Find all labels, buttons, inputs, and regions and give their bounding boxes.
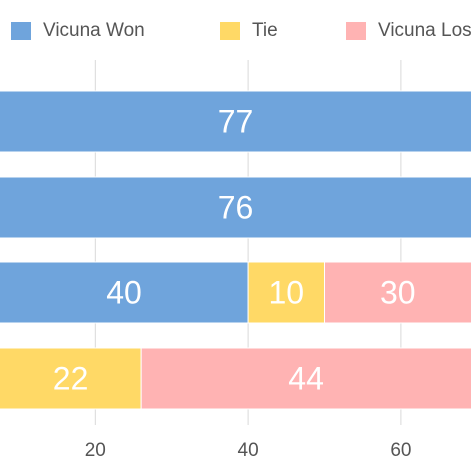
- x-axis-ticks: 20 40 60: [85, 440, 412, 461]
- bar-segment: [0, 261, 249, 324]
- bar-segment: [140, 347, 471, 410]
- bar-value-label: 76: [218, 190, 254, 226]
- bar-value-label: 77: [218, 104, 254, 140]
- bar-segment: [324, 261, 471, 324]
- bar-value-label: 40: [106, 275, 142, 311]
- legend-item-vicuna-won: Vicuna Won: [11, 19, 145, 43]
- bar-segment: [0, 176, 471, 239]
- legend-swatch-tie: [220, 22, 240, 40]
- legend-item-vicuna-lost: Vicuna Lost: [346, 19, 471, 43]
- x-tick-label: 60: [390, 440, 411, 461]
- x-tick-label: 20: [85, 440, 106, 461]
- bar-value-label: 22: [53, 361, 89, 397]
- bar-segment: [247, 261, 326, 324]
- legend-label-vicuna-won: Vicuna Won: [43, 20, 145, 41]
- legend-swatch-vicuna-lost: [346, 22, 366, 40]
- bar-value-label: 10: [269, 275, 305, 311]
- legend-label-vicuna-lost: Vicuna Lost: [378, 20, 471, 41]
- bar-value-label: 44: [288, 361, 324, 397]
- x-tick-label: 40: [238, 440, 259, 461]
- bar-segment: [0, 347, 142, 410]
- legend-item-tie: Tie: [220, 19, 278, 43]
- bar-segment: [0, 90, 471, 153]
- legend-label-tie: Tie: [252, 20, 278, 41]
- bars: 777640103042244: [0, 90, 471, 410]
- legend-swatch-vicuna-won: [11, 22, 31, 40]
- bar-value-label: 30: [380, 275, 416, 311]
